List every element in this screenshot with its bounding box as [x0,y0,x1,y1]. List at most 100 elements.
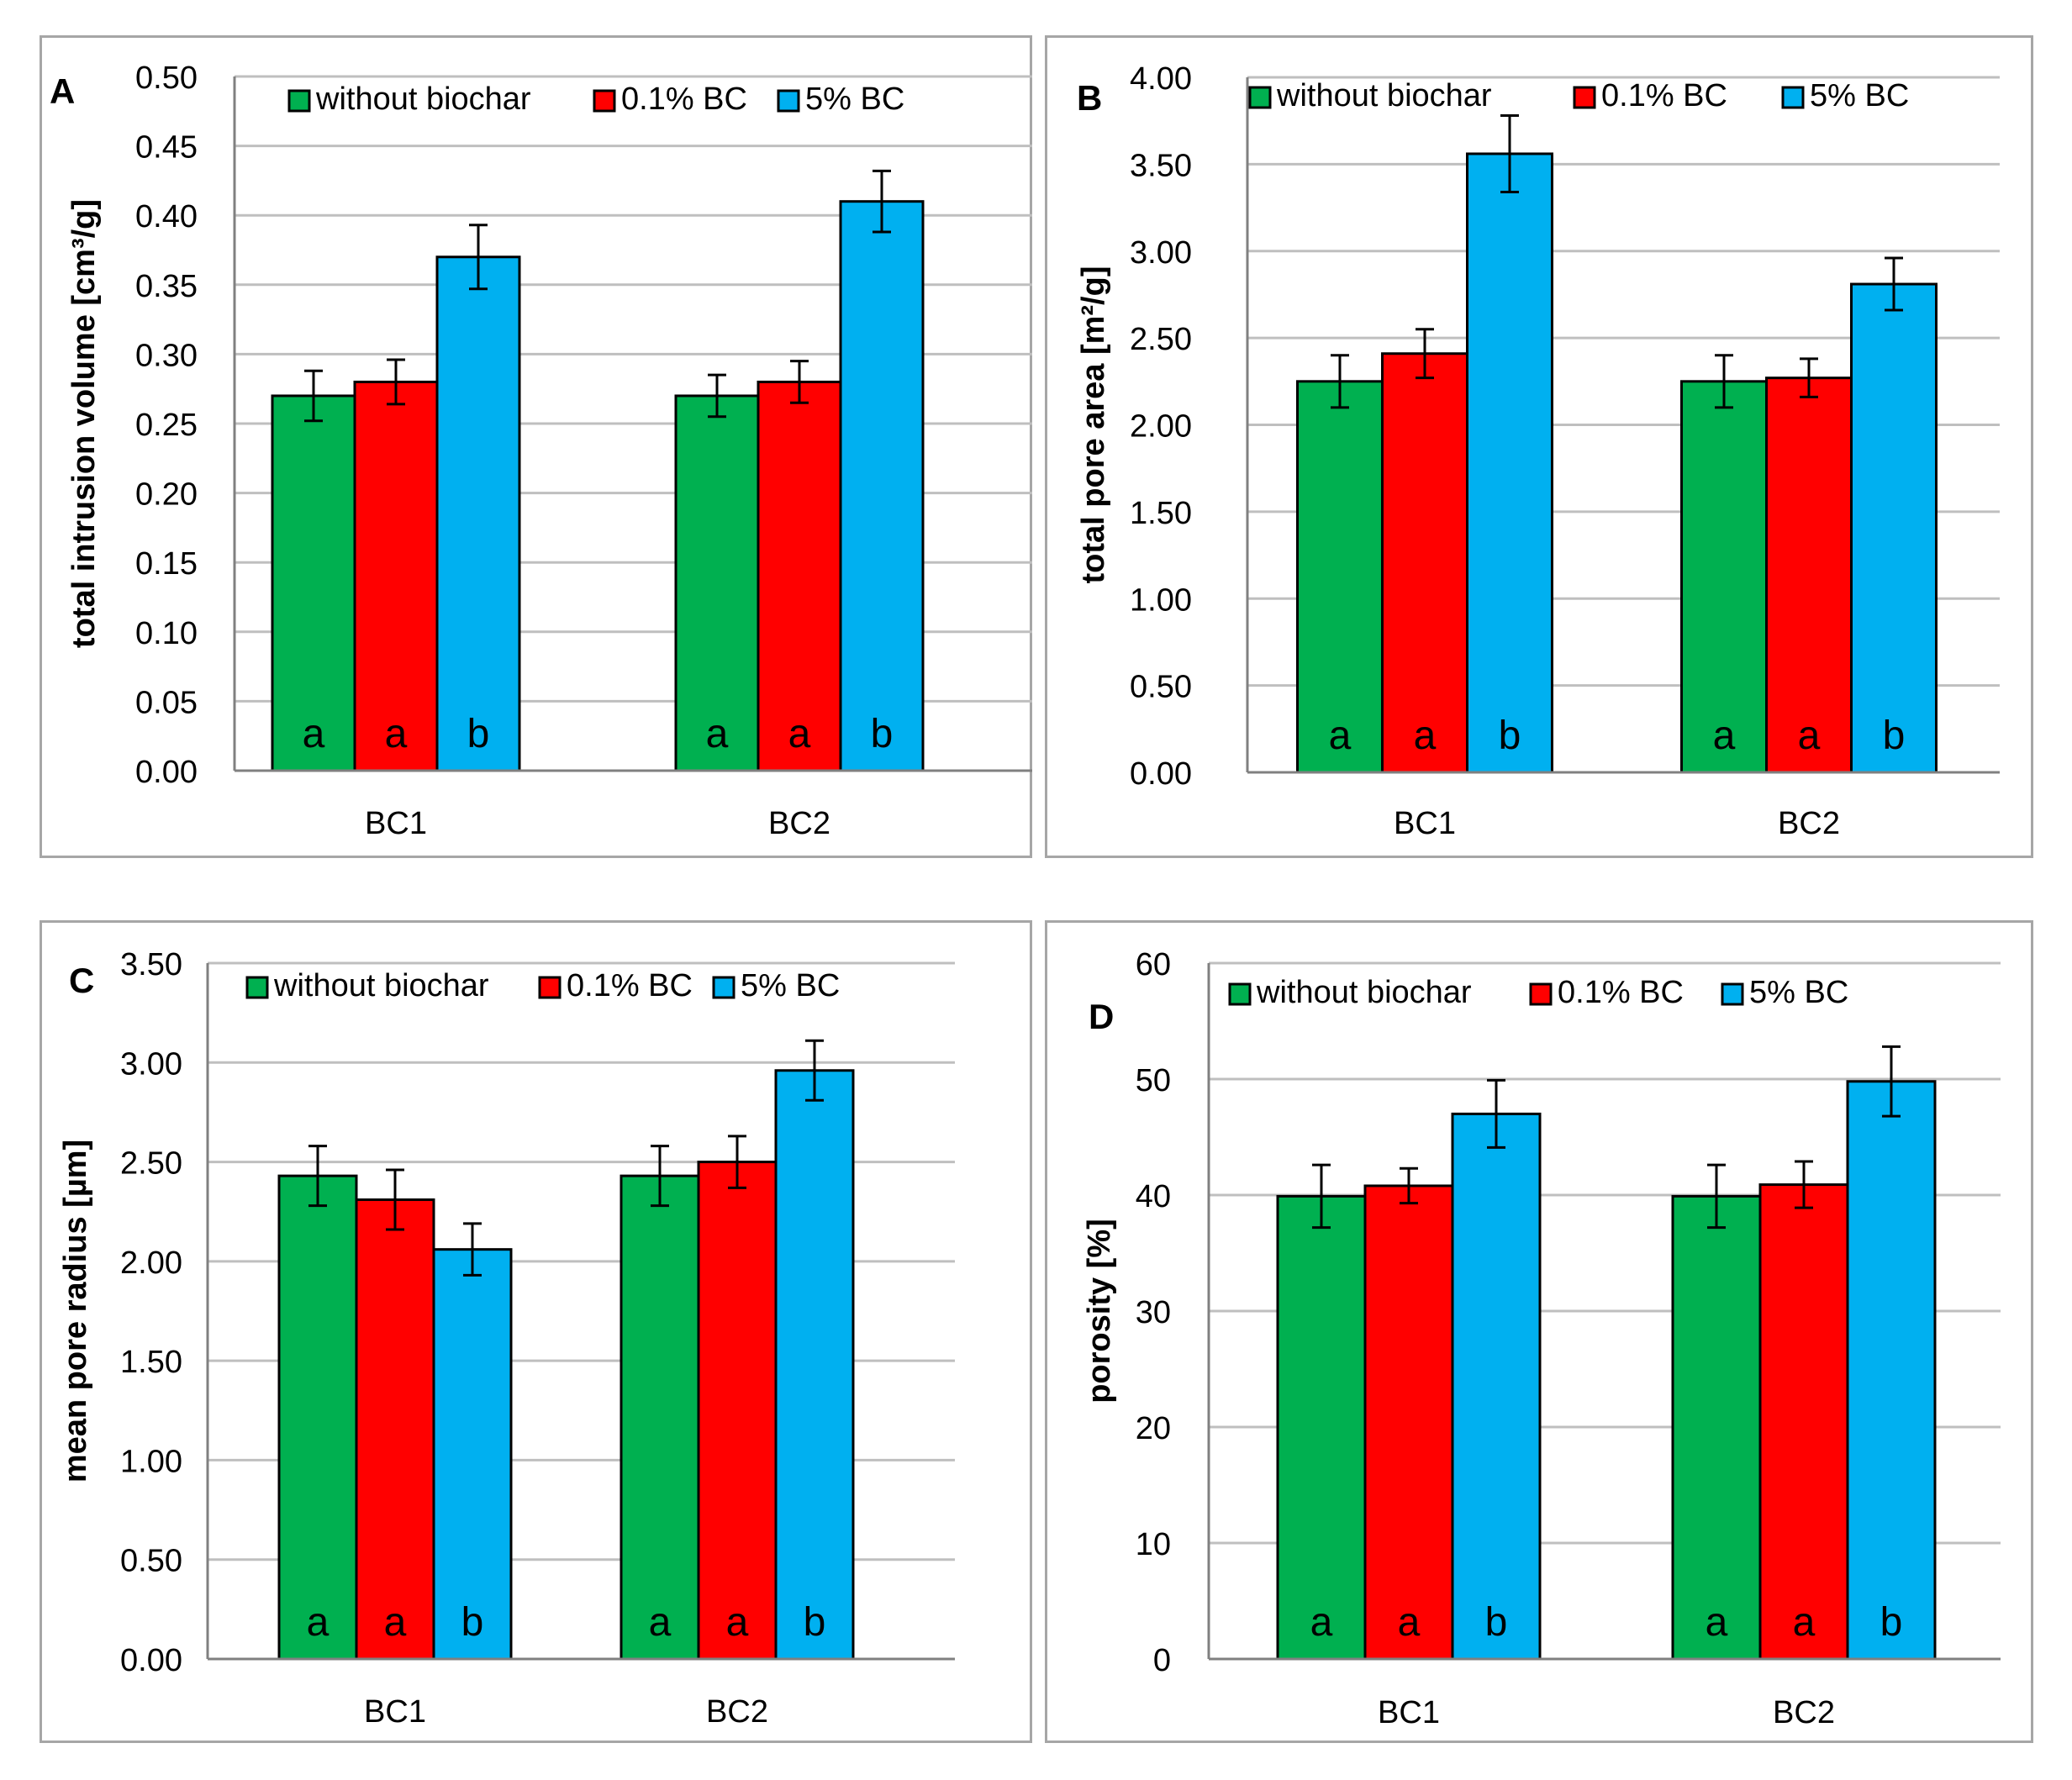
chart-panel-a: 0.00 0.05 0.10 0.15 0.20 0.25 0.30 0.35 0.40 0.45… [40,35,1032,858]
significance-letter: b [804,1600,826,1645]
chart-b-svg: 0.00 0.50 1.00 1.50 2.00 2.50 3.00 3.50 4.00 a a b B… [1045,35,2033,858]
bar-0-1-bc-bc1 [355,1198,435,1661]
significance-letter: b [1499,714,1521,758]
y-tick-label: 2.50 [1130,322,1192,357]
significance-letter: a [1329,714,1352,758]
y-tick-label: 20 [1136,1411,1171,1446]
y-tick-label: 3.00 [1130,235,1192,271]
bar-5-bc-bc2 [1846,1080,1937,1661]
legend-label: 0.1% BC [1558,975,1684,1010]
y-axis-title: total intrusion volume [cm³/g] [66,199,102,648]
y-tick-label: 3.50 [1130,148,1192,183]
bar-without-biochar-bc2 [1680,380,1768,774]
bar-0-1-bc-bc2 [1758,1183,1849,1661]
x-category-label: BC1 [364,1694,426,1730]
chart-d-svg: 0 10 20 30 40 50 60 a a b BC1 a a b BC2 without biochar… [1045,920,2033,1743]
chart-panel-b: 0.00 0.50 1.00 1.50 2.00 2.50 3.00 3.50 4.00 a a b B… [1045,35,2033,858]
legend-swatch [593,89,616,113]
y-tick-label: 0.50 [120,1544,182,1579]
legend-swatch [1248,86,1272,109]
legend-swatch [1781,86,1805,109]
bar-without-biochar-bc2 [619,1174,700,1661]
chart-c-svg: 0.00 0.50 1.00 1.50 2.00 2.50 3.00 3.50 a a b BC1 a a… [40,920,1032,1743]
x-category-label: BC2 [1773,1695,1835,1730]
significance-letter: a [649,1600,672,1645]
y-tick-label: 60 [1136,947,1171,982]
y-tick-label: 0.05 [135,685,198,720]
panel-label: B [1077,78,1102,118]
significance-letter: b [467,712,490,756]
y-tick-label: 0.20 [135,477,198,513]
panel-label: C [69,961,94,1000]
significance-letter: a [1713,714,1736,758]
y-tick-label: 2.00 [1130,409,1192,445]
legend-label: 0.1% BC [621,82,747,117]
x-category-label: BC1 [1378,1695,1440,1730]
y-tick-label: 1.50 [1130,496,1192,531]
chart-panel-d: 0 10 20 30 40 50 60 a a b BC1 a a b BC2 without biochar… [1045,920,2033,1743]
y-axis-title: porosity [%] [1082,1219,1117,1403]
y-tick-label: 1.00 [120,1444,182,1479]
y-tick-label: 2.50 [120,1146,182,1182]
legend-label: 0.1% BC [1601,78,1727,113]
legend-swatch [287,89,311,113]
x-category-label: BC2 [1778,806,1840,841]
y-tick-label: 0.00 [120,1643,182,1678]
significance-letter: a [1793,1600,1816,1645]
bar-5-bc-bc1 [435,255,521,772]
legend-label: 5% BC [1810,78,1909,113]
legend-label: 0.1% BC [567,968,693,1003]
y-tick-label: 10 [1136,1527,1171,1562]
y-tick-label: 0.40 [135,199,198,234]
y-tick-label: 0.15 [135,546,198,582]
y-tick-label: 0.50 [135,61,198,96]
bar-0-1-bc-bc1 [1363,1184,1454,1661]
significance-letter: a [1310,1600,1333,1645]
y-tick-label: 2.00 [120,1245,182,1281]
significance-letter: a [1706,1600,1728,1645]
legend-swatch [1721,982,1744,1006]
legend-swatch [777,89,800,113]
significance-letter: a [706,712,729,756]
y-tick-label: 0.35 [135,269,198,304]
y-tick-label: 4.00 [1130,61,1192,97]
y-tick-label: 40 [1136,1179,1171,1214]
significance-letter: a [1798,714,1821,758]
y-tick-label: 0.00 [135,755,198,790]
legend-label: 5% BC [1749,975,1848,1010]
y-axis-title: total pore area [m²/g] [1076,266,1111,584]
significance-letter: a [1398,1600,1421,1645]
bar-0-1-bc-bc2 [1765,377,1853,774]
bar-5-bc-bc2 [774,1069,855,1661]
significance-letter: b [1485,1600,1508,1645]
legend-label: without biochar [273,968,489,1003]
y-tick-label: 0.50 [1130,670,1192,705]
y-axis-title: mean pore radius [µm] [58,1140,93,1482]
bar-without-biochar-bc1 [271,394,356,772]
chart-panel-c: 0.00 0.50 1.00 1.50 2.00 2.50 3.00 3.50 a a b BC1 a a… [40,920,1032,1743]
significance-letter: a [788,712,811,756]
panel-label: A [50,71,75,111]
legend-swatch [1529,982,1553,1006]
significance-letter: a [1414,714,1437,758]
y-tick-label: 1.50 [120,1345,182,1380]
bar-0-1-bc-bc1 [1381,352,1468,774]
legend-swatch [538,976,561,999]
bar-5-bc-bc1 [1466,152,1553,774]
significance-letter: a [303,712,325,756]
significance-letter: a [726,1600,749,1645]
x-category-label: BC2 [706,1694,768,1730]
y-tick-label: 3.50 [120,947,182,982]
y-tick-label: 1.00 [1130,582,1192,618]
legend-label: 5% BC [741,968,840,1003]
bar-5-bc-bc2 [1850,282,1938,774]
bar-without-biochar-bc2 [674,394,760,772]
significance-letter: b [1880,1600,1903,1645]
bar-0-1-bc-bc2 [697,1161,778,1661]
legend-swatch [245,976,269,999]
significance-letter: a [385,712,408,756]
y-tick-label: 0.00 [1130,756,1192,792]
y-tick-label: 0 [1153,1643,1171,1678]
significance-letter: b [1883,714,1906,758]
bar-0-1-bc-bc1 [353,380,439,772]
